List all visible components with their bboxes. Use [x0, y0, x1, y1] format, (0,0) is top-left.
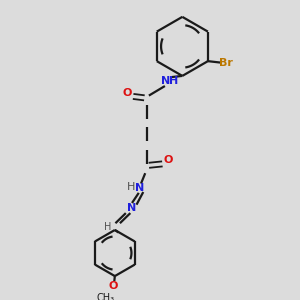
Text: O: O — [164, 155, 173, 165]
Text: H: H — [103, 222, 111, 232]
Text: N: N — [161, 76, 170, 86]
Text: Br: Br — [219, 58, 233, 68]
Text: CH₃: CH₃ — [97, 293, 115, 300]
Text: H: H — [126, 182, 135, 192]
Text: H: H — [169, 76, 178, 86]
Text: N: N — [135, 183, 144, 193]
Text: N: N — [128, 203, 136, 213]
Text: O: O — [109, 281, 118, 291]
Text: O: O — [122, 88, 132, 98]
